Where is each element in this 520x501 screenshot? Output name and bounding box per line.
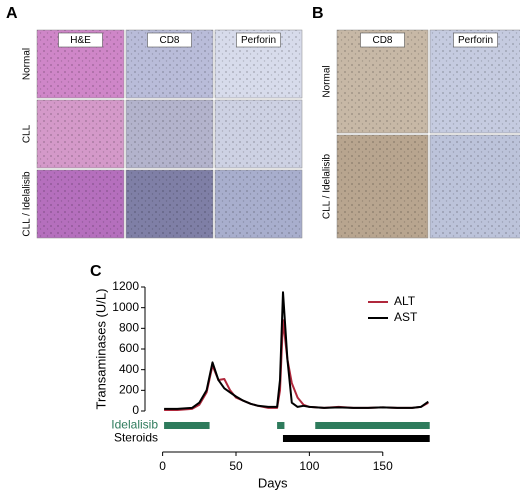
y-tick-label: 800	[119, 321, 139, 335]
y-tick-label: 1000	[112, 300, 139, 314]
treatment-bar	[282, 435, 430, 442]
y-axis-label: Transaminases (U/L)	[93, 289, 108, 410]
micrograph-texture	[37, 170, 124, 238]
column-label: Perforin	[241, 35, 276, 46]
column-label-box	[236, 32, 281, 48]
treatment-bar	[315, 422, 430, 429]
row-label: CLL / Idelalisib	[22, 171, 33, 237]
x-tick-label: 50	[229, 459, 243, 473]
micrographs: H&E CD8 Perforin Normal CLL CLL / Idelalisib C…	[22, 29, 520, 239]
micrograph-texture	[337, 135, 428, 238]
column-label-box	[360, 32, 405, 48]
column-label: H&E	[70, 35, 91, 46]
x-axis-label: Days	[258, 475, 288, 490]
row-label: Normal	[322, 65, 333, 97]
x-tick-label: 100	[299, 459, 319, 473]
micrograph-texture	[215, 100, 302, 168]
x-tick-label: 0	[159, 459, 166, 473]
column-label-box	[453, 32, 498, 48]
treatment-label: Idelalisib	[111, 418, 158, 432]
treatment-label: Steroids	[114, 431, 158, 445]
micrograph-texture	[126, 170, 213, 238]
column-label: CD8	[372, 35, 392, 46]
y-tick-label: 1200	[112, 279, 139, 293]
y-tick-label: 200	[119, 383, 139, 397]
column-label: CD8	[159, 35, 179, 46]
treatment-bar	[277, 422, 285, 429]
y-tick-label: 400	[119, 362, 139, 376]
legend-label: AST	[394, 310, 418, 324]
micrograph-texture	[430, 135, 520, 238]
series-line	[164, 291, 429, 410]
row-label: CLL / Idelalisib	[322, 153, 333, 219]
panel-letter: B	[312, 5, 324, 22]
row-label: CLL	[22, 124, 33, 143]
y-tick-label: 600	[119, 341, 139, 355]
column-label-box	[58, 32, 103, 48]
micrograph-texture	[126, 100, 213, 168]
micrograph-texture	[215, 170, 302, 238]
treatment-bar	[164, 422, 210, 429]
column-label: Perforin	[458, 35, 493, 46]
y-tick-label: 0	[132, 403, 139, 417]
column-label-box	[147, 32, 192, 48]
x-tick-label: 150	[373, 459, 393, 473]
panel-letter: A	[6, 5, 18, 22]
micrograph-texture	[37, 100, 124, 168]
legend-label: ALT	[394, 294, 416, 308]
panel-letter: C	[90, 263, 102, 280]
row-label: Normal	[22, 48, 33, 80]
